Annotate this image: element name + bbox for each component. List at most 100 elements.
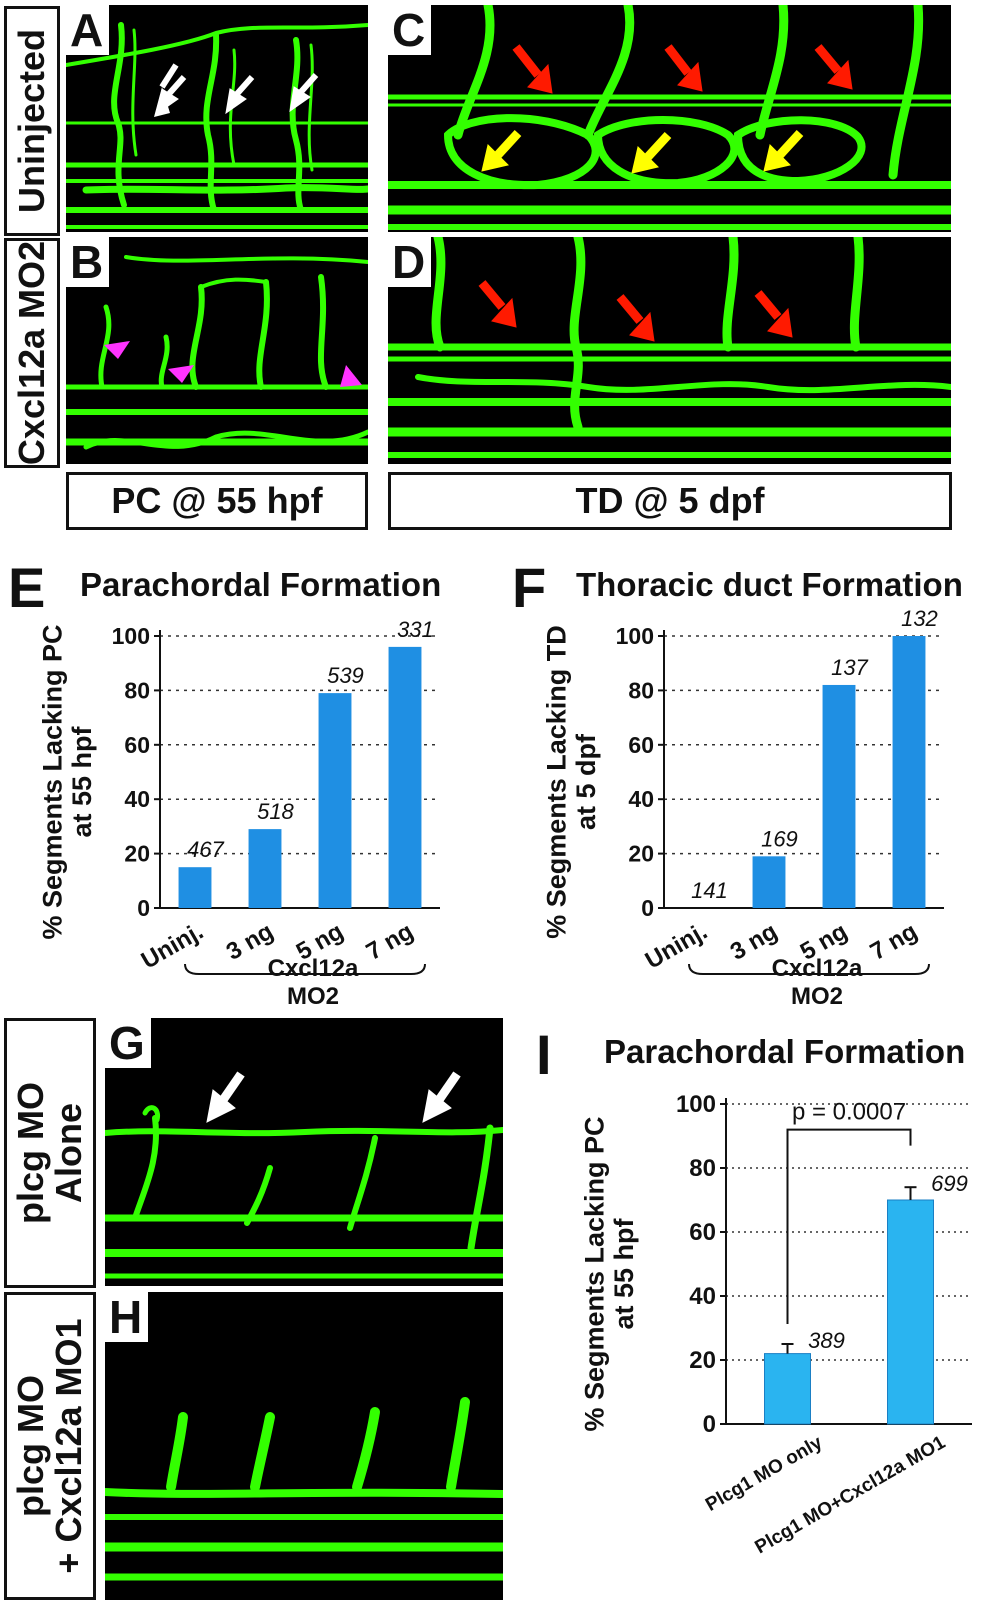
chart-e-title: Parachordal Formation bbox=[80, 566, 442, 603]
x-tick-label: 7 ng bbox=[362, 918, 418, 966]
p-value-label: p = 0.0007 bbox=[792, 1099, 906, 1126]
panel-label-d: D bbox=[388, 237, 432, 287]
x-tick-label: Uninj. bbox=[641, 918, 712, 975]
group-bracket bbox=[184, 963, 426, 975]
micrograph-b-image bbox=[66, 255, 368, 450]
y-axis-label: % Segments Lacking TDat 5 dpf bbox=[541, 625, 601, 939]
panel-label-i: I bbox=[536, 1023, 552, 1086]
y-axis-label: % Segments Lacking PCat 55 hpf bbox=[579, 1116, 639, 1431]
caption-pc-55hpf: PC @ 55 hpf bbox=[66, 472, 368, 530]
y-tick-label: 40 bbox=[689, 1283, 716, 1310]
y-tick-label: 60 bbox=[689, 1219, 716, 1246]
y-tick-label: 100 bbox=[112, 623, 150, 649]
panel-label-c: C bbox=[388, 5, 432, 55]
x-tick-label: Uninj. bbox=[137, 918, 208, 975]
y-tick-label: 40 bbox=[124, 786, 150, 812]
bar-count-label: 699 bbox=[931, 1171, 968, 1196]
row-label-uninjected-text: Uninjected bbox=[11, 28, 53, 214]
bar bbox=[752, 856, 786, 908]
micrograph-c-image bbox=[388, 5, 951, 230]
y-tick-label: 0 bbox=[703, 1411, 716, 1438]
significance-bracket bbox=[786, 1128, 912, 1324]
y-tick-label: 40 bbox=[628, 786, 654, 812]
y-tick-label: 60 bbox=[628, 732, 654, 758]
y-tick-label: 80 bbox=[628, 677, 654, 703]
micrograph-a-image bbox=[66, 22, 368, 229]
row-label-plcg-alone: plcg MO Alone bbox=[4, 1018, 96, 1288]
y-tick-label: 80 bbox=[689, 1155, 716, 1182]
y-axis-label-line1: % Segments Lacking PC bbox=[579, 1116, 609, 1431]
group-label-line2: MO2 bbox=[791, 983, 843, 1010]
chart-i-title: Parachordal Formation bbox=[604, 1033, 966, 1070]
y-axis-label-line2: at 5 dpf bbox=[571, 733, 601, 830]
chart-e: % Segments Lacking PCat 55 hpf 0 20 40 60 80 1… bbox=[0, 612, 470, 1012]
y-tick-label: 100 bbox=[616, 623, 654, 649]
bar bbox=[248, 829, 282, 908]
row-label-cxcl12a-mo2-text: Cxcl12a MO2 bbox=[11, 240, 53, 466]
chart-f: % Segments Lacking TDat 5 dpf 0 20 40 60 80 10… bbox=[504, 606, 974, 1012]
row-label-plcg-combo: plcg MO + Cxcl12a MO1 bbox=[4, 1292, 96, 1600]
y-axis-label-line2: at 55 hpf bbox=[67, 725, 97, 837]
row-label-plcg-combo-text: plcg MO + Cxcl12a MO1 bbox=[10, 1318, 89, 1574]
chart-i: % Segments Lacking PCat 55 hpf 0 20 40 60 80 1… bbox=[560, 1080, 980, 1600]
bar-count-label: 137 bbox=[831, 655, 868, 680]
bar bbox=[388, 646, 422, 908]
micrograph-h-image bbox=[105, 1397, 503, 1581]
micrograph-panel-h: H bbox=[105, 1292, 503, 1600]
row-label-plcg-combo-line1: plcg MO bbox=[10, 1375, 52, 1517]
bar-count-label: 389 bbox=[808, 1328, 845, 1353]
row-label-uninjected: Uninjected bbox=[4, 6, 60, 236]
y-tick-label: 80 bbox=[124, 677, 150, 703]
micrograph-panel-b: B bbox=[66, 237, 368, 464]
group-label-line2: MO2 bbox=[287, 983, 339, 1010]
micrograph-panel-c: C bbox=[388, 5, 951, 232]
bar bbox=[892, 636, 926, 908]
x-tick-label: 7 ng bbox=[866, 918, 922, 966]
group-label-line1: Cxcl12a bbox=[268, 955, 359, 982]
y-tick-label: 0 bbox=[137, 895, 150, 921]
bar-count-label: 518 bbox=[257, 799, 294, 824]
row-label-cxcl12a-mo2: Cxcl12a MO2 bbox=[4, 238, 60, 468]
bar bbox=[822, 684, 856, 908]
panel-label-g: G bbox=[105, 1018, 151, 1068]
micrograph-panel-a: A bbox=[66, 5, 368, 232]
micrograph-panel-g: G bbox=[105, 1018, 503, 1286]
panel-label-h: H bbox=[105, 1292, 149, 1342]
panel-label-a: A bbox=[66, 5, 110, 55]
bar bbox=[178, 867, 212, 908]
bar-count-label: 539 bbox=[327, 663, 364, 688]
group-bracket bbox=[688, 963, 930, 975]
y-axis-label-line1: % Segments Lacking PC bbox=[37, 624, 67, 939]
bar bbox=[887, 1199, 934, 1425]
micrograph-panel-d: D bbox=[388, 237, 951, 464]
y-tick-label: 100 bbox=[676, 1091, 716, 1118]
chart-e-svg: % Segments Lacking PCat 55 hpf 0 20 40 60 80 1… bbox=[37, 617, 440, 1010]
chart-f-svg: % Segments Lacking TDat 5 dpf 0 20 40 60 80 10… bbox=[541, 606, 944, 1010]
y-tick-label: 20 bbox=[628, 841, 654, 867]
micrograph-d-image bbox=[388, 237, 951, 458]
row-label-plcg-alone-line1: plcg MO bbox=[10, 1082, 52, 1224]
bar-count-label: 331 bbox=[397, 617, 434, 642]
x-tick-label: Plcg1 MO only bbox=[702, 1432, 826, 1516]
row-label-plcg-alone-text: plcg MO Alone bbox=[10, 1082, 89, 1224]
y-tick-label: 20 bbox=[124, 841, 150, 867]
bar-count-label: 132 bbox=[901, 606, 938, 631]
y-tick-label: 20 bbox=[689, 1347, 716, 1374]
bar-count-label: 467 bbox=[187, 837, 224, 862]
panel-label-e: E bbox=[8, 556, 46, 619]
caption-td-5dpf: TD @ 5 dpf bbox=[388, 472, 952, 530]
bar bbox=[318, 693, 352, 908]
y-axis-label-line2: at 55 hpf bbox=[609, 1217, 639, 1329]
y-tick-label: 0 bbox=[641, 895, 654, 921]
bar-count-label: 169 bbox=[761, 826, 798, 851]
bar bbox=[764, 1353, 811, 1425]
y-axis-label-line1: % Segments Lacking TD bbox=[541, 625, 571, 939]
row-label-plcg-alone-line2: Alone bbox=[48, 1103, 89, 1204]
y-axis-label: % Segments Lacking PCat 55 hpf bbox=[37, 624, 97, 939]
panel-label-b: B bbox=[66, 237, 110, 287]
panel-label-f: F bbox=[512, 556, 547, 619]
chart-i-svg: % Segments Lacking PCat 55 hpf 0 20 40 60 80 1… bbox=[579, 1091, 972, 1558]
group-label-line1: Cxcl12a bbox=[772, 955, 863, 982]
micrograph-g-image bbox=[105, 1071, 503, 1279]
row-label-plcg-combo-line2: + Cxcl12a MO1 bbox=[48, 1318, 89, 1574]
